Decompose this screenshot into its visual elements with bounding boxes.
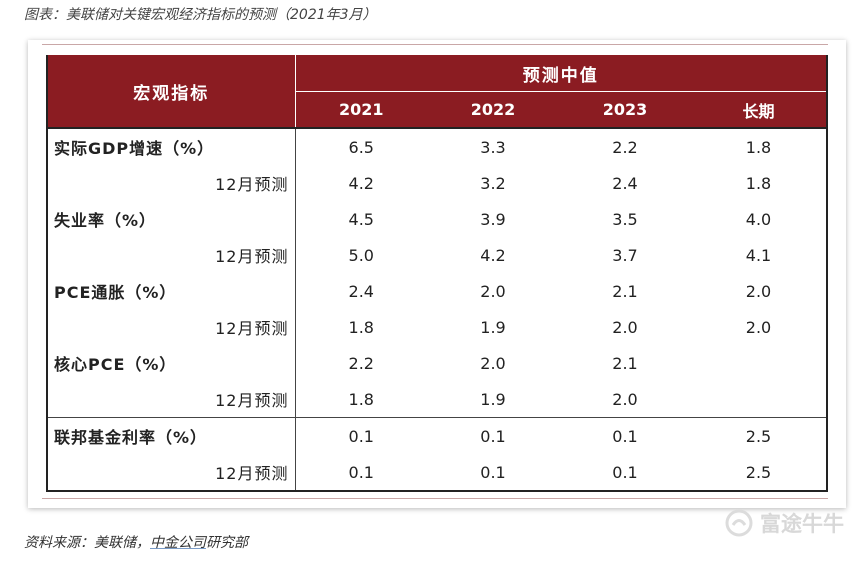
cell-value: 3.5 [612, 209, 638, 229]
table-row: 核心PCE（%） 2.2 2.0 2.1 [47, 345, 827, 381]
cell-value: 3.9 [480, 209, 506, 229]
watermark-text: 富途牛牛 [760, 512, 844, 536]
cell-value: 2.5 [691, 454, 827, 492]
cell-value: 4.0 [745, 209, 772, 229]
figure-caption: 图表：美联储对关键宏观经济指标的预测（2021年3月） [24, 7, 377, 23]
table-row: 12月预测 1.8 1.9 2.0 2.0 [47, 309, 827, 345]
row-sublabel: 12月预测 [47, 165, 296, 201]
cell-value: 4.2 [348, 173, 374, 193]
header-year-2021: 2021 [295, 91, 427, 128]
cell-value: 2.4 [348, 281, 374, 301]
source-prefix: 资料来源：美联储， [24, 535, 150, 551]
source-link[interactable]: 中金公司 [150, 535, 206, 551]
row-label: 联邦基金利率（%） [47, 417, 296, 454]
cell-value: 1.9 [480, 317, 506, 337]
source-note: 资料来源：美联储，中金公司研究部 [24, 532, 248, 552]
source-suffix: 研究部 [206, 535, 248, 551]
table-row: 12月预测 0.1 0.1 0.1 2.5 [47, 454, 827, 492]
cell-value: 1.8 [348, 317, 374, 337]
cell-value: 0.1 [559, 417, 691, 454]
cell-value: 4.1 [745, 245, 772, 265]
top-rule [42, 44, 828, 45]
header-macro-indicator: 宏观指标 [47, 55, 296, 128]
cell-value: 2.2 [559, 127, 691, 165]
cell-value: 0.1 [427, 417, 559, 454]
cell-value: 2.1 [612, 281, 638, 301]
cell-value: 0.1 [559, 454, 691, 492]
cell-value: 0.1 [427, 454, 559, 492]
cell-value: 2.0 [745, 317, 772, 337]
cell-value: 0.1 [295, 454, 427, 492]
futu-logo-icon [725, 509, 753, 537]
cell-value [691, 345, 827, 381]
cell-value: 4.2 [480, 245, 506, 265]
cell-value: 1.8 [745, 173, 772, 193]
header-year-2022: 2022 [427, 91, 559, 128]
table-row: 12月预测 4.2 3.2 2.4 1.8 [47, 165, 827, 201]
table-row: 联邦基金利率（%） 0.1 0.1 0.1 2.5 [47, 417, 827, 454]
cell-value: 2.5 [691, 417, 827, 454]
forecast-table: 宏观指标 预测中值 2021 2022 2023 长期 实际GDP增速（%） 6… [46, 55, 828, 492]
cell-value: 5.0 [348, 245, 374, 265]
cell-value: 1.9 [480, 389, 506, 409]
row-label: 失业率（%） [47, 201, 296, 237]
cell-value: 0.1 [295, 417, 427, 454]
row-sublabel: 12月预测 [47, 237, 296, 273]
cell-value: 1.8 [348, 389, 374, 409]
table-row: 12月预测 1.8 1.9 2.0 [47, 381, 827, 418]
cell-value: 3.2 [480, 173, 506, 193]
cell-value: 2.0 [612, 389, 638, 409]
header-year-2023: 2023 [559, 91, 691, 128]
cell-value: 2.0 [745, 281, 772, 301]
cell-value: 3.3 [427, 127, 559, 165]
cell-value: 1.8 [691, 127, 827, 165]
cell-value [691, 381, 827, 418]
table-row: PCE通胀（%） 2.4 2.0 2.1 2.0 [47, 273, 827, 309]
header-long-run: 长期 [691, 91, 827, 128]
cell-value: 2.4 [612, 173, 638, 193]
cell-value: 2.2 [348, 353, 374, 373]
row-label: PCE通胀（%） [47, 273, 296, 309]
bottom-rule [42, 498, 828, 499]
cell-value: 6.5 [295, 127, 427, 165]
row-label: 实际GDP增速（%） [47, 127, 296, 165]
table-row: 失业率（%） 4.5 3.9 3.5 4.0 [47, 201, 827, 237]
row-sublabel: 12月预测 [47, 309, 296, 345]
watermark: 富途牛牛 [724, 508, 844, 538]
table-row: 实际GDP增速（%） 6.5 3.3 2.2 1.8 [47, 127, 827, 165]
cell-value: 4.5 [348, 209, 374, 229]
table-row: 12月预测 5.0 4.2 3.7 4.1 [47, 237, 827, 273]
header-forecast-median: 预测中值 [295, 55, 827, 92]
row-label: 核心PCE（%） [47, 345, 296, 381]
cell-value: 3.7 [612, 245, 638, 265]
cell-value: 2.0 [480, 281, 506, 301]
cell-value: 2.0 [612, 317, 638, 337]
cell-value: 2.1 [612, 353, 638, 373]
row-sublabel: 12月预测 [47, 454, 296, 492]
row-sublabel: 12月预测 [47, 381, 296, 418]
cell-value: 2.0 [480, 353, 506, 373]
